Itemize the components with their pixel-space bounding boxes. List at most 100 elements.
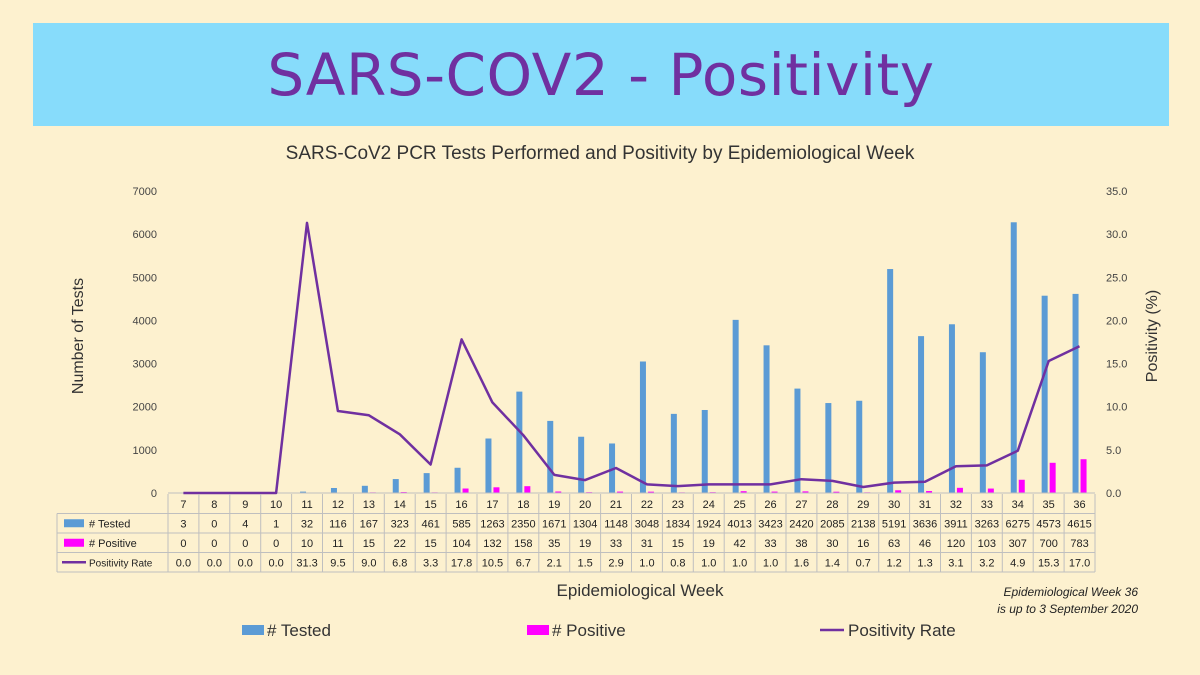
y2-tick-label: 35.0 bbox=[1106, 186, 1127, 198]
bar-tested bbox=[856, 400, 863, 493]
bar-tested bbox=[578, 436, 585, 493]
table-cell: 9.5 bbox=[330, 557, 345, 569]
table-cell: 42 bbox=[734, 538, 746, 550]
table-cell: 6.8 bbox=[392, 557, 407, 569]
bar-tested bbox=[763, 345, 770, 493]
bar-tested bbox=[887, 269, 894, 493]
table-cell: 1.0 bbox=[763, 557, 778, 569]
bar-tested bbox=[547, 420, 554, 493]
table-cell: 0.0 bbox=[269, 557, 284, 569]
table-cell: 3911 bbox=[944, 518, 968, 530]
title-banner: SARS-COV2 - Positivity bbox=[33, 23, 1169, 126]
bar-tested bbox=[794, 388, 801, 493]
table-category-label: 31 bbox=[919, 499, 931, 511]
bar-tested bbox=[639, 361, 646, 493]
table-category-label: 33 bbox=[981, 499, 993, 511]
bar-positive bbox=[1049, 462, 1056, 493]
bar-tested bbox=[300, 491, 307, 493]
table-category-label: 22 bbox=[641, 499, 653, 511]
y2-tick-label: 30.0 bbox=[1106, 229, 1127, 241]
bar-tested bbox=[979, 352, 986, 493]
table-cell: 31.3 bbox=[296, 557, 317, 569]
table-cell: 307 bbox=[1009, 538, 1027, 550]
y2-tick-label: 20.0 bbox=[1106, 315, 1127, 327]
table-cell: 0 bbox=[180, 538, 186, 550]
table-cell: 3636 bbox=[913, 518, 937, 530]
footnote-line-2: is up to 3 September 2020 bbox=[997, 602, 1138, 616]
bar-tested bbox=[485, 438, 492, 493]
bar-positive bbox=[833, 491, 840, 493]
bar-tested bbox=[454, 467, 461, 493]
table-cell: 10 bbox=[301, 538, 313, 550]
table-cell: 10.5 bbox=[482, 557, 503, 569]
table-cell: 31 bbox=[641, 538, 653, 550]
bar-tested bbox=[516, 391, 523, 493]
bar-positive bbox=[555, 491, 562, 493]
table-cell: 19 bbox=[703, 538, 715, 550]
table-category-label: 7 bbox=[180, 499, 186, 511]
y-tick-label: 7000 bbox=[133, 186, 157, 198]
table-cell: 0 bbox=[211, 518, 217, 530]
table-cell: 35 bbox=[548, 538, 560, 550]
bar-positive bbox=[956, 487, 963, 493]
bar-tested bbox=[330, 487, 337, 493]
table-cell: 3423 bbox=[758, 518, 782, 530]
y-tick-label: 5000 bbox=[133, 272, 157, 284]
table-cell: 4573 bbox=[1036, 518, 1060, 530]
table-cell: 3.1 bbox=[948, 557, 963, 569]
bar-positive bbox=[895, 490, 902, 493]
legend-swatch bbox=[242, 625, 264, 635]
chart-title: SARS-CoV2 PCR Tests Performed and Positi… bbox=[286, 143, 915, 164]
table-cell: 33 bbox=[610, 538, 622, 550]
bar-tested bbox=[918, 336, 925, 493]
x-axis-label: Epidemiological Week bbox=[557, 581, 724, 600]
table-cell: 104 bbox=[452, 538, 470, 550]
table-cell: 2420 bbox=[789, 518, 813, 530]
y2-tick-label: 0.0 bbox=[1106, 488, 1121, 500]
table-cell: 30 bbox=[826, 538, 838, 550]
table-cell: 2350 bbox=[511, 518, 535, 530]
table-category-label: 14 bbox=[394, 499, 406, 511]
table-category-label: 30 bbox=[888, 499, 900, 511]
table-cell: 3.3 bbox=[423, 557, 438, 569]
table-cell: 1304 bbox=[573, 518, 597, 530]
table-cell: 6275 bbox=[1006, 518, 1030, 530]
table-category-label: 32 bbox=[950, 499, 962, 511]
table-cell: 0.0 bbox=[176, 557, 191, 569]
table-cell: 0.0 bbox=[238, 557, 253, 569]
table-cell: 1924 bbox=[697, 518, 721, 530]
table-cell: 63 bbox=[888, 538, 900, 550]
bar-tested bbox=[1072, 293, 1079, 493]
y2-tick-label: 10.0 bbox=[1106, 402, 1127, 414]
table-cell: 22 bbox=[394, 538, 406, 550]
y2-tick-label: 5.0 bbox=[1106, 445, 1121, 457]
y-tick-label: 1000 bbox=[133, 445, 157, 457]
table-cell: 16 bbox=[857, 538, 869, 550]
bar-positive bbox=[462, 488, 469, 493]
bar-tested bbox=[1010, 222, 1017, 493]
table-cell: 3 bbox=[180, 518, 186, 530]
table-cell: 700 bbox=[1039, 538, 1057, 550]
y-tick-label: 3000 bbox=[133, 359, 157, 371]
table-category-label: 35 bbox=[1043, 499, 1055, 511]
table-cell: 167 bbox=[360, 518, 378, 530]
table-cell: 3.2 bbox=[979, 557, 994, 569]
table-category-label: 34 bbox=[1012, 499, 1024, 511]
table-cell: 3263 bbox=[975, 518, 999, 530]
table-cell: 11 bbox=[332, 538, 343, 550]
table-cell: 15.3 bbox=[1038, 557, 1059, 569]
bar-positive bbox=[771, 491, 778, 493]
table-cell: 32 bbox=[301, 518, 313, 530]
table-category-label: 36 bbox=[1073, 499, 1085, 511]
table-cell: 1.0 bbox=[701, 557, 716, 569]
legend-swatch bbox=[527, 625, 549, 635]
footnote: Epidemiological Week 36 is up to 3 Septe… bbox=[938, 584, 1138, 618]
table-category-label: 27 bbox=[795, 499, 807, 511]
table-cell: 0.0 bbox=[207, 557, 222, 569]
y2-tick-label: 25.0 bbox=[1106, 272, 1127, 284]
table-category-label: 23 bbox=[672, 499, 684, 511]
table-cell: 1.5 bbox=[578, 557, 593, 569]
table-cell: 1 bbox=[273, 518, 279, 530]
y-axis-left: 0 1000 2000 3000 4000 5000 6000 7000 bbox=[133, 186, 157, 500]
